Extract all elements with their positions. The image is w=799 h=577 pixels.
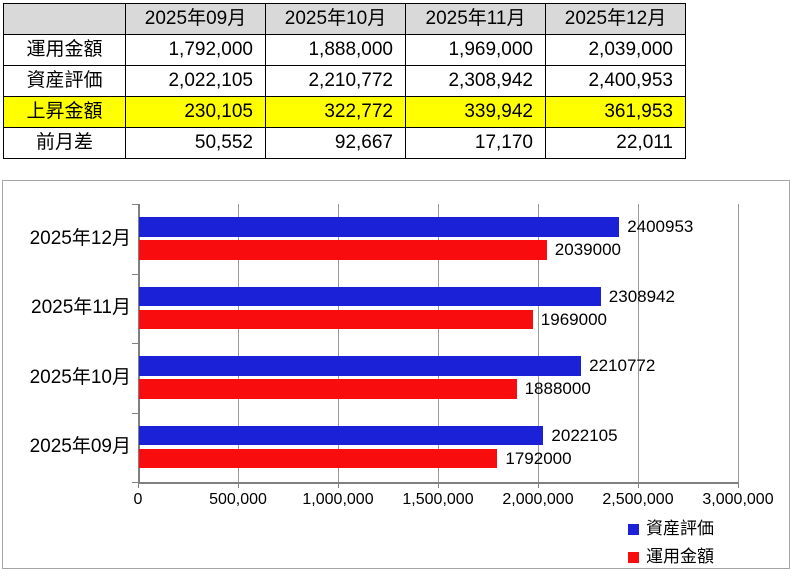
table-header-row: 2025年09月 2025年10月 2025年11月 2025年12月 xyxy=(3,3,686,35)
bar-shisan-hyouka[interactable] xyxy=(139,217,620,237)
x-axis-tick-label: 3,000,000 xyxy=(702,491,774,508)
legend-swatch-icon xyxy=(628,551,639,563)
bar-shisan-hyouka[interactable] xyxy=(139,356,582,376)
table-cell[interactable]: 1,792,000 xyxy=(125,34,266,66)
x-axis-tick xyxy=(138,482,139,488)
x-axis-tick-label: 500,000 xyxy=(209,491,267,508)
legend-item[interactable]: 資産評価 xyxy=(628,519,714,539)
category-label: 2025年09月 xyxy=(29,436,131,458)
y-axis-tick xyxy=(132,273,138,275)
bar-unyou-kingaku[interactable] xyxy=(139,240,547,260)
y-axis-tick xyxy=(132,412,138,414)
table-row-label[interactable]: 運用金額 xyxy=(3,34,126,66)
table-cell[interactable]: 2,022,105 xyxy=(125,65,266,97)
bar-value-label: 2400953 xyxy=(627,217,694,236)
bar-value-label: 2210772 xyxy=(589,356,656,375)
table-cell[interactable]: 22,011 xyxy=(545,127,686,159)
bar-value-label: 1792000 xyxy=(505,448,572,468)
table-cell[interactable]: 230,105 xyxy=(125,96,266,128)
chart-gridline xyxy=(638,204,639,482)
x-axis-tick xyxy=(538,482,539,488)
table-cell[interactable]: 50,552 xyxy=(125,127,266,159)
x-axis-tick-label: 2,500,000 xyxy=(602,491,674,508)
monthly-summary-table-body: 2025年09月 2025年10月 2025年11月 2025年12月 運用金額 1,79… xyxy=(3,3,686,159)
bar-value-label: 2022105 xyxy=(551,425,618,445)
bar-value-label: 2308942 xyxy=(608,286,675,306)
y-axis-line xyxy=(138,204,140,482)
table-row: 運用金額 1,792,000 1,888,000 1,969,000 2,039,000 xyxy=(3,34,686,66)
table-corner-cell[interactable] xyxy=(3,3,126,35)
x-axis-tick-label: 1,000,000 xyxy=(302,491,374,508)
table-cell[interactable]: 1,969,000 xyxy=(405,34,546,66)
table-row: 前月差 50,552 92,667 17,170 22,011 xyxy=(3,127,686,159)
bar-chart: 0 500,000 1,000,000 1,500,000 2,000,000 2,500… xyxy=(2,180,790,569)
category-label: 2025年10月 xyxy=(29,366,131,388)
monthly-summary-table: 2025年09月 2025年10月 2025年11月 2025年12月 運用金額 1,79… xyxy=(3,3,686,159)
x-axis-line xyxy=(138,482,738,484)
bar-value-label: 1888000 xyxy=(524,379,591,398)
bar-unyou-kingaku[interactable] xyxy=(139,379,517,399)
table-cell[interactable]: 339,942 xyxy=(405,96,546,128)
chart-gridline xyxy=(538,204,539,482)
table-cell[interactable]: 2,400,953 xyxy=(545,65,686,97)
category-label: 2025年12月 xyxy=(29,227,131,249)
table-column-header[interactable]: 2025年11月 xyxy=(405,3,546,35)
table-cell[interactable]: 1,888,000 xyxy=(265,34,406,66)
table-row-label[interactable]: 資産評価 xyxy=(3,65,126,97)
bar-unyou-kingaku[interactable] xyxy=(139,448,498,468)
legend-label: 運用金額 xyxy=(646,547,714,566)
chart-gridline xyxy=(438,204,439,482)
table-row-label[interactable]: 前月差 xyxy=(3,127,126,159)
chart-gridline xyxy=(338,204,339,482)
table-cell[interactable]: 17,170 xyxy=(405,127,546,159)
table-cell[interactable]: 2,039,000 xyxy=(545,34,686,66)
table-column-header[interactable]: 2025年12月 xyxy=(545,3,686,35)
x-axis-tick-label: 0 xyxy=(133,491,143,508)
x-axis-tick-label: 1,500,000 xyxy=(402,491,474,508)
y-axis-tick xyxy=(132,343,138,344)
legend-label: 資産評価 xyxy=(646,519,714,538)
bar-unyou-kingaku[interactable] xyxy=(139,309,533,329)
table-cell[interactable]: 322,772 xyxy=(265,96,406,128)
chart-gridline xyxy=(738,204,739,482)
table-row: 上昇金額 230,105 322,772 339,942 361,953 xyxy=(3,96,686,128)
x-axis-tick-label: 2,000,000 xyxy=(502,491,574,508)
chart-gridline xyxy=(238,204,239,482)
legend-swatch-icon xyxy=(628,523,639,535)
legend-item[interactable]: 運用金額 xyxy=(628,547,714,567)
bar-value-label: 2039000 xyxy=(554,240,621,259)
y-axis-tick xyxy=(132,482,138,483)
bar-shisan-hyouka[interactable] xyxy=(139,286,601,306)
table-row: 資産評価 2,022,105 2,210,772 2,308,942 2,400,953 xyxy=(3,65,686,97)
table-cell[interactable]: 2,308,942 xyxy=(405,65,546,97)
y-axis-tick xyxy=(132,204,138,205)
table-column-header[interactable]: 2025年10月 xyxy=(265,3,406,35)
bar-shisan-hyouka[interactable] xyxy=(139,425,544,445)
table-column-header[interactable]: 2025年09月 xyxy=(125,3,266,35)
x-axis-tick xyxy=(638,482,639,488)
x-axis-tick xyxy=(238,482,239,488)
bar-value-label: 1969000 xyxy=(540,309,607,329)
x-axis-tick xyxy=(738,482,739,488)
table-row-label[interactable]: 上昇金額 xyxy=(3,96,126,128)
table-cell[interactable]: 361,953 xyxy=(545,96,686,128)
x-axis-tick xyxy=(438,482,439,488)
table-cell[interactable]: 2,210,772 xyxy=(265,65,406,97)
category-label: 2025年11月 xyxy=(31,297,131,319)
table-cell[interactable]: 92,667 xyxy=(265,127,406,159)
x-axis-tick xyxy=(338,482,339,488)
